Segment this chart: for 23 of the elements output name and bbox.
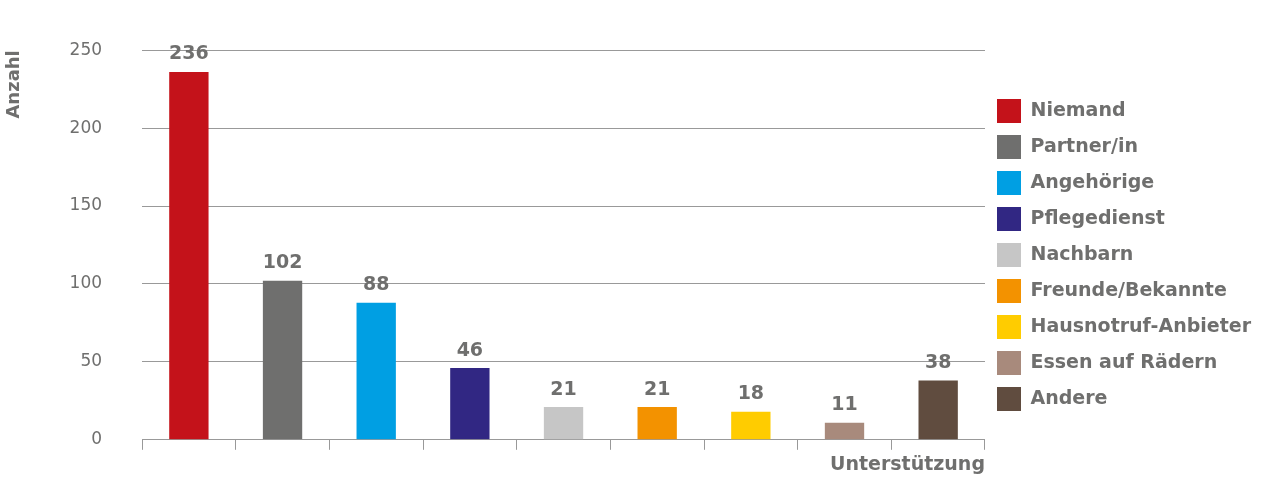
data-label: 21 xyxy=(550,376,577,399)
data-label: 18 xyxy=(737,381,765,404)
legend-label: Nachbarn xyxy=(1030,241,1134,264)
y-tick-label: 0 xyxy=(91,428,103,449)
data-label: 11 xyxy=(831,392,858,415)
y-tick-label: 100 xyxy=(69,272,103,293)
y-tick-label: 250 xyxy=(69,38,103,59)
legend-label: Essen auf Rädern xyxy=(1030,349,1218,372)
legend-label: Partner/in xyxy=(1030,133,1138,156)
legend-label: Pflegedienst xyxy=(1030,205,1165,228)
data-label: 102 xyxy=(262,250,303,273)
data-label: 46 xyxy=(456,337,484,360)
legend-label: Andere xyxy=(1030,385,1108,408)
y-tick-label: 150 xyxy=(69,194,103,215)
legend-label: Hausnotruf-Anbieter xyxy=(1030,313,1252,336)
x-axis-title: Unterstützung xyxy=(829,452,985,475)
y-tick-label: 200 xyxy=(69,116,103,137)
legend-label: Niemand xyxy=(1030,97,1126,120)
y-axis-title: Anzahl xyxy=(2,50,24,119)
y-tick-label: 50 xyxy=(80,350,103,371)
data-label: 21 xyxy=(643,376,671,399)
legend-label: Angehörige xyxy=(1030,169,1155,192)
legend-label: Freunde/Bekannte xyxy=(1030,277,1227,300)
